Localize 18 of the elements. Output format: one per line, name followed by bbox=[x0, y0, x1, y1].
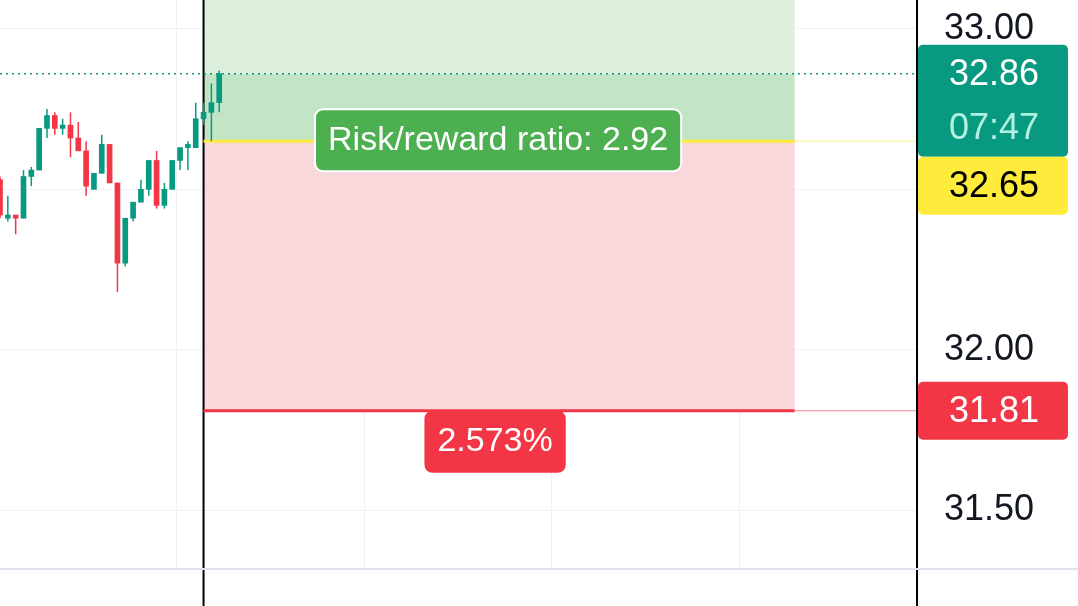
ref-line-label: 31.81 bbox=[948, 388, 1040, 430]
y-tick-label: 32.00 bbox=[944, 326, 1035, 368]
ref-line-label: 32.65 bbox=[948, 163, 1040, 205]
annotation: Risk/reward ratio: 2.92 bbox=[328, 118, 669, 157]
y-tick-label: 33.00 bbox=[944, 5, 1035, 47]
y-tick-label: 31.50 bbox=[944, 487, 1035, 529]
candlestick bbox=[130, 201, 136, 223]
candlestick bbox=[44, 108, 50, 139]
candlestick bbox=[12, 214, 19, 236]
candlestick bbox=[75, 121, 82, 152]
candlestick bbox=[208, 82, 215, 142]
candlestick bbox=[185, 140, 191, 171]
candlestick bbox=[5, 195, 11, 223]
ref-line-label: 32.86 07:47 bbox=[948, 51, 1040, 147]
candlestick bbox=[51, 111, 58, 136]
annotation: 2.573% bbox=[437, 420, 553, 459]
candlestick bbox=[28, 166, 35, 187]
candlestick bbox=[177, 146, 183, 171]
